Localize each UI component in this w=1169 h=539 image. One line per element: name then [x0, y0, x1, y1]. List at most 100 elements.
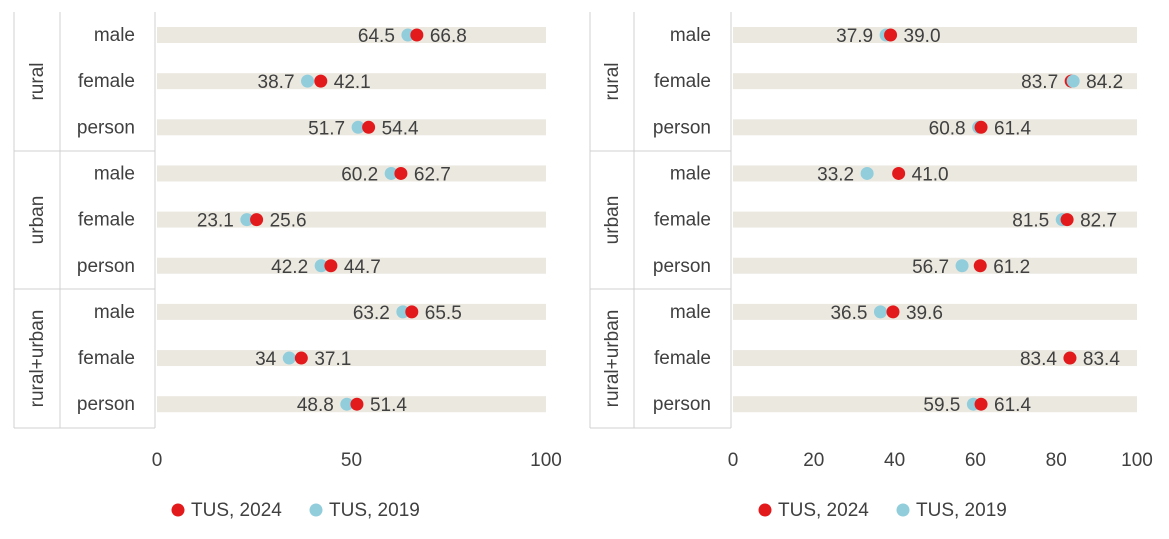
value-label-2019: 59.5 — [923, 395, 960, 416]
dot-tus-2024 — [350, 398, 363, 411]
row-label: person — [77, 256, 135, 277]
dot-tus-2024 — [324, 259, 337, 272]
row-label: female — [654, 210, 711, 231]
dot-tus-2024 — [975, 398, 988, 411]
dot-tus-2024 — [975, 121, 988, 134]
value-label-2019: 56.7 — [912, 257, 949, 278]
x-tick-label: 100 — [1121, 450, 1153, 471]
value-label-2019: 60.2 — [341, 164, 378, 185]
chart-panel-1: rural male 64.5 66.8 female 38.7 42.1 person 51.… — [14, 12, 562, 521]
value-label-2024: 83.7 — [1021, 72, 1058, 93]
value-label-2024: 51.4 — [370, 395, 407, 416]
dot-tus-2024 — [394, 167, 407, 180]
legend-marker-tus2019 — [310, 504, 323, 517]
value-label-2019: 51.7 — [308, 118, 345, 139]
value-label-2019: 37.9 — [836, 26, 873, 47]
row-label: person — [653, 394, 711, 415]
row-label: female — [654, 71, 711, 92]
legend-marker-tus2024 — [172, 504, 185, 517]
group-label: rural — [602, 62, 623, 100]
legend-label: TUS, 2019 — [916, 500, 1007, 521]
value-label-2024: 62.7 — [414, 164, 451, 185]
value-label-2019: 84.2 — [1086, 72, 1123, 93]
row-label: person — [77, 117, 135, 138]
row-band — [157, 119, 546, 135]
x-tick-label: 50 — [341, 450, 362, 471]
dot-tus-2024 — [886, 305, 899, 318]
value-label-2019: 81.5 — [1012, 211, 1049, 232]
row-band — [157, 27, 546, 43]
row-label: male — [94, 163, 135, 184]
dot-tus-2024 — [974, 259, 987, 272]
value-label-2019: 33.2 — [817, 164, 854, 185]
value-label-2024: 39.0 — [904, 26, 941, 47]
dot-tus-2019 — [861, 167, 874, 180]
row-label: male — [670, 25, 711, 46]
dot-tus-2024 — [410, 29, 423, 42]
dot-tus-2024 — [314, 75, 327, 88]
legend-label: TUS, 2024 — [191, 500, 282, 521]
dot-tus-2019 — [956, 259, 969, 272]
row-label: female — [78, 210, 135, 231]
x-tick-label: 0 — [152, 450, 163, 471]
value-label-2024: 65.5 — [425, 303, 462, 324]
dot-charts-figure: rural male 64.5 66.8 female 38.7 42.1 person 51.… — [0, 0, 1169, 539]
value-label-2019: 38.7 — [258, 72, 295, 93]
value-label-2024: 54.4 — [382, 118, 419, 139]
x-tick-label: 0 — [728, 450, 739, 471]
x-tick-label: 60 — [965, 450, 986, 471]
value-label-2019: 64.5 — [358, 26, 395, 47]
row-label: female — [654, 348, 711, 369]
row-band — [157, 304, 546, 320]
value-label-2019: 63.2 — [353, 303, 390, 324]
value-label-2019: 34 — [255, 349, 277, 370]
group-label: rural+urban — [602, 310, 623, 408]
row-label: female — [78, 71, 135, 92]
x-tick-label: 20 — [803, 450, 824, 471]
legend-label: TUS, 2019 — [329, 500, 420, 521]
value-label-2019: 36.5 — [830, 303, 867, 324]
group-label: rural+urban — [27, 310, 48, 408]
value-label-2024: 66.8 — [430, 26, 467, 47]
legend: TUS, 2024 TUS, 2019 — [172, 500, 420, 521]
row-label: male — [670, 163, 711, 184]
x-tick-label: 40 — [884, 450, 905, 471]
dot-tus-2024 — [1063, 352, 1076, 365]
value-label-2019: 83.4 — [1020, 349, 1057, 370]
value-label-2019: 42.2 — [271, 257, 308, 278]
group-label: rural — [27, 62, 48, 100]
value-label-2024: 61.4 — [994, 395, 1031, 416]
value-label-2024: 61.4 — [994, 118, 1031, 139]
legend-marker-tus2024 — [759, 504, 772, 517]
x-tick-label: 100 — [530, 450, 562, 471]
dot-tus-2019 — [874, 305, 887, 318]
row-label: male — [94, 302, 135, 323]
row-band — [733, 212, 1137, 228]
row-label: person — [653, 256, 711, 277]
value-label-2024: 82.7 — [1080, 211, 1117, 232]
row-label: male — [94, 25, 135, 46]
dot-tus-2024 — [405, 305, 418, 318]
row-label: person — [653, 117, 711, 138]
x-tick-label: 80 — [1046, 450, 1067, 471]
row-label: person — [77, 394, 135, 415]
legend-marker-tus2019 — [897, 504, 910, 517]
value-label-2024: 42.1 — [334, 72, 371, 93]
group-label: urban — [27, 196, 48, 245]
legend: TUS, 2024 TUS, 2019 — [759, 500, 1007, 521]
legend-label: TUS, 2024 — [778, 500, 869, 521]
value-label-2024: 83.4 — [1083, 349, 1120, 370]
row-label: male — [670, 302, 711, 323]
value-label-2024: 61.2 — [993, 257, 1030, 278]
dot-tus-2024 — [362, 121, 375, 134]
value-label-2024: 25.6 — [270, 211, 307, 232]
dot-tus-2024 — [1061, 213, 1074, 226]
dot-tus-2024 — [295, 352, 308, 365]
dot-tus-2019 — [1067, 75, 1080, 88]
value-label-2024: 41.0 — [912, 164, 949, 185]
value-label-2019: 23.1 — [197, 211, 234, 232]
value-label-2024: 44.7 — [344, 257, 381, 278]
dot-tus-2019 — [283, 352, 296, 365]
value-label-2019: 60.8 — [929, 118, 966, 139]
value-label-2019: 48.8 — [297, 395, 334, 416]
